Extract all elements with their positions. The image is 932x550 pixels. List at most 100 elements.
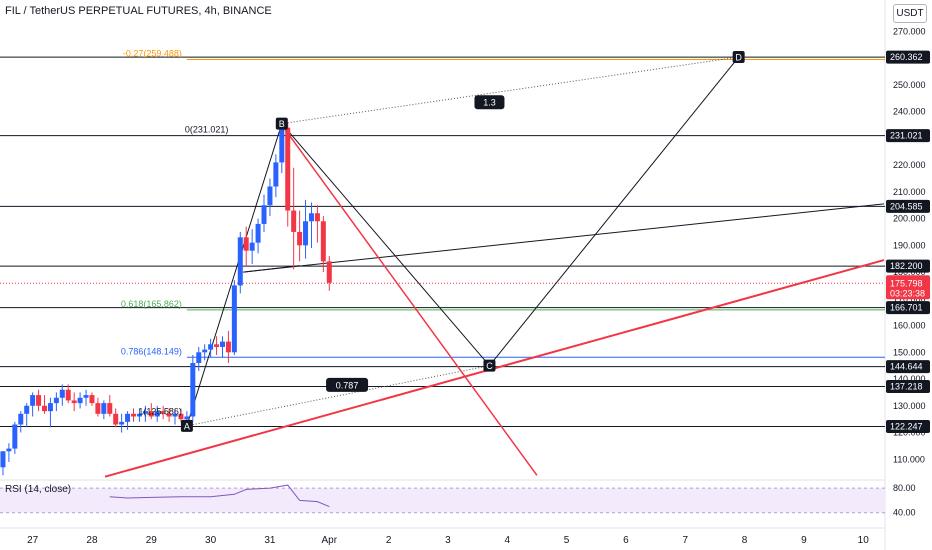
candle-body [219, 341, 225, 347]
candle [261, 194, 267, 232]
candle-body [237, 237, 243, 286]
candle [101, 400, 107, 420]
candle-body [71, 400, 77, 404]
point-marker-d: D [732, 51, 745, 64]
candle-body [154, 411, 160, 417]
candle-body [53, 397, 59, 404]
candle-body [314, 213, 320, 222]
candle-body [297, 231, 303, 246]
candle [0, 451, 6, 476]
wedge-base [243, 265, 300, 273]
candle-body [172, 413, 178, 417]
candle [190, 354, 196, 422]
price-axis-level-label: 231.021 [886, 129, 930, 143]
price-tick-label: 210.000 [893, 187, 926, 197]
time-tick-label: 4 [504, 535, 510, 546]
candle-body [166, 413, 172, 417]
candle [225, 330, 231, 363]
candle-body [6, 448, 12, 452]
candle [255, 218, 261, 254]
time-tick-label: 6 [623, 535, 629, 546]
candle [219, 336, 225, 358]
candle-body [95, 403, 101, 414]
price-axis-level-label: 182.200 [886, 259, 930, 273]
level-value: 260.362 [890, 52, 923, 62]
candle [18, 411, 24, 433]
candle-body [89, 395, 95, 404]
level-value: 231.021 [890, 131, 923, 141]
candle-body [47, 403, 53, 412]
candle-body [107, 403, 113, 414]
candle-body [285, 127, 291, 211]
price-tick-label: 110.000 [893, 454, 925, 464]
candle [59, 384, 65, 406]
candle [172, 408, 178, 425]
candle [24, 403, 30, 428]
candle-body [0, 451, 6, 468]
candle [291, 167, 297, 270]
rsi-tick-label: 80.00 [893, 483, 916, 493]
candle [142, 405, 148, 422]
price-tick-label: 130.000 [893, 401, 926, 411]
level-value: 137.218 [890, 381, 923, 391]
price-tick-label: 250.000 [893, 80, 926, 90]
candle-body [30, 395, 36, 406]
candle-body [160, 411, 166, 414]
time-tick-label: Apr [321, 535, 337, 546]
candle [119, 413, 125, 433]
candle-body [320, 221, 326, 262]
candle-body [231, 285, 237, 353]
time-tick-label: 10 [858, 535, 870, 546]
candle-body [273, 162, 279, 187]
pattern-leg-bc [281, 123, 490, 366]
candle [267, 178, 273, 216]
candle [279, 122, 285, 174]
candle [71, 392, 77, 412]
candle [113, 408, 119, 428]
price-tick-label: 220.000 [893, 160, 926, 170]
candle-body [12, 424, 18, 449]
rsi-band [0, 488, 885, 513]
candle [326, 256, 332, 291]
point-label: C [486, 361, 493, 371]
candle [178, 408, 184, 422]
candle [148, 403, 154, 420]
time-tick-label: 7 [682, 535, 688, 546]
price-axis-level-label: 144.644 [886, 360, 930, 374]
candle-body [255, 223, 261, 243]
candle-body [190, 363, 196, 417]
candle [208, 338, 214, 358]
candle [166, 408, 172, 422]
ratio-label: 1.3 [474, 95, 505, 110]
candle [130, 408, 136, 422]
fib-label: 1(125.586) [138, 407, 182, 417]
point-label: D [735, 53, 742, 63]
candle [125, 411, 131, 430]
price-axis-level-label: 260.362 [886, 50, 930, 64]
candle [12, 421, 18, 454]
price-axis-level-label: 122.247 [886, 420, 930, 434]
candle [314, 205, 320, 243]
candle [273, 154, 279, 198]
candle [160, 405, 166, 420]
candle [249, 229, 255, 265]
candle [53, 392, 59, 412]
time-tick-label: 29 [146, 535, 158, 546]
pattern-ratio-ac [186, 365, 490, 427]
candle [30, 392, 36, 417]
candle [320, 215, 326, 273]
currency-button[interactable]: USDT [893, 4, 927, 23]
countdown-value: 03:23:38 [890, 288, 925, 298]
candle [297, 210, 303, 262]
candle-body [77, 397, 83, 404]
candle-body [202, 349, 208, 353]
candle-body [119, 421, 125, 425]
candle [65, 384, 71, 404]
price-axis-level-label: 166.701 [886, 301, 930, 315]
candle-body [24, 405, 30, 414]
candle-body [101, 403, 107, 414]
candle [107, 395, 113, 417]
time-tick-label: 9 [801, 535, 807, 546]
